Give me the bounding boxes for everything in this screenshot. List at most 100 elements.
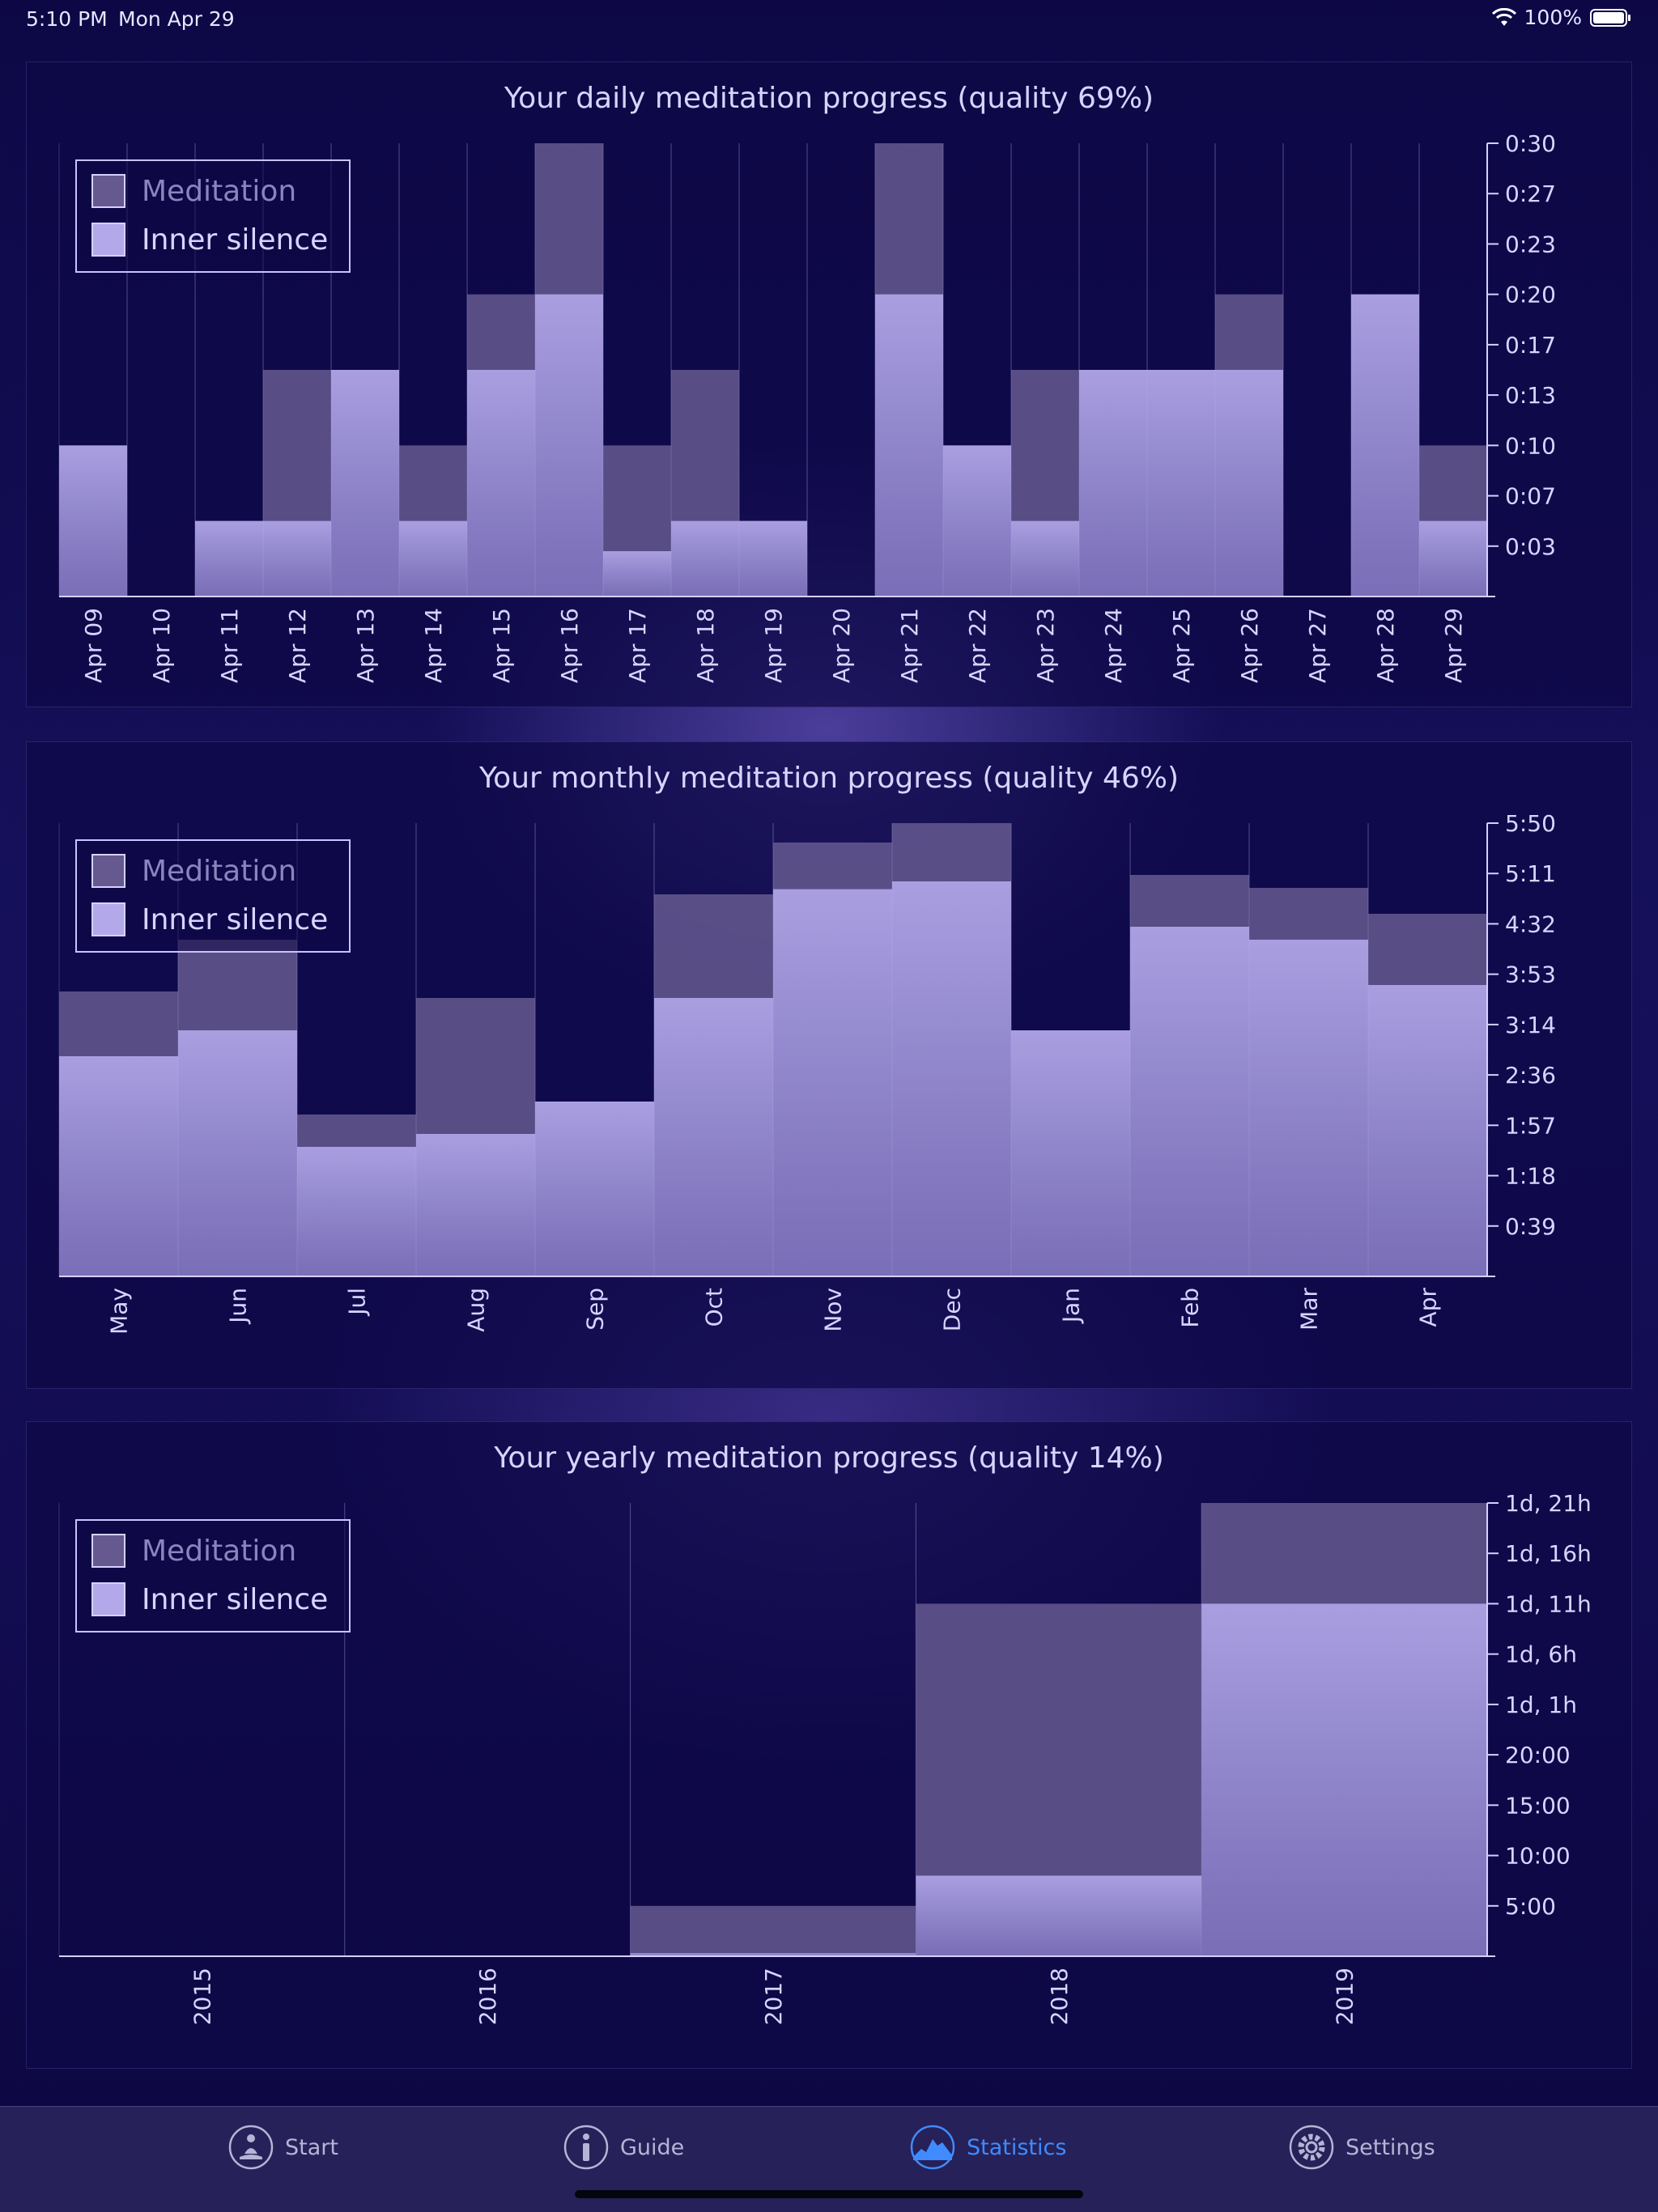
inner-silence-bar bbox=[399, 520, 467, 597]
home-indicator bbox=[575, 2190, 1083, 2198]
battery-percent: 100% bbox=[1524, 6, 1582, 29]
x-tick-label: Apr 10 bbox=[148, 608, 175, 683]
tab-settings[interactable]: Settings bbox=[1289, 2123, 1435, 2172]
meditation-figure-icon bbox=[228, 2125, 274, 2170]
x-tick-label: Apr 29 bbox=[1440, 608, 1467, 683]
x-tick-label: Apr 21 bbox=[896, 608, 923, 683]
tab-statistics[interactable]: Statistics bbox=[910, 2123, 1066, 2172]
status-bar: 5:10 PM Mon Apr 29 100% bbox=[0, 0, 1658, 39]
y-tick-label: 2:36 bbox=[1505, 1062, 1556, 1089]
monthly-chart: 0:39 1:18 1:57 2:36 3:14 3:53 4:32 5:11 5:50 May J… bbox=[58, 810, 1556, 1335]
yearly-chart-legend: Meditation Inner silence bbox=[75, 1519, 351, 1632]
inner-silence-bar bbox=[1011, 520, 1079, 597]
y-tick-label: 0:30 bbox=[1505, 130, 1556, 157]
inner-silence-bar bbox=[195, 520, 263, 597]
yearly-chart: 5:00 10:00 15:00 20:00 1d, 1h 1d, 6h 1d, 11h 1d… bbox=[58, 1490, 1592, 2025]
y-tick-label: 4:32 bbox=[1505, 911, 1556, 937]
y-tick-label: 1d, 6h bbox=[1505, 1641, 1577, 1668]
x-tick-label: Oct bbox=[701, 1288, 728, 1327]
y-tick-label: 5:50 bbox=[1505, 810, 1556, 837]
x-tick-label: Apr 09 bbox=[80, 608, 107, 683]
status-right: 100% bbox=[1491, 6, 1632, 29]
inner-silence-bar bbox=[263, 520, 331, 597]
inner-silence-bar bbox=[603, 551, 671, 597]
legend-meditation-label: Meditation bbox=[142, 174, 297, 208]
y-tick-label: 1:57 bbox=[1505, 1112, 1556, 1139]
x-tick-label: May bbox=[106, 1288, 133, 1335]
tab-start[interactable]: Start bbox=[228, 2123, 338, 2172]
x-tick-label: Feb bbox=[1177, 1288, 1204, 1328]
yearly-chart-panel: Your yearly meditation progress (quality… bbox=[26, 1421, 1632, 2069]
daily-chart-legend: Meditation Inner silence bbox=[75, 159, 351, 273]
y-tick-label: 0:20 bbox=[1505, 282, 1556, 308]
inner-silence-bar bbox=[630, 1953, 916, 1956]
legend-meditation-label: Meditation bbox=[142, 1534, 297, 1568]
x-tick-label: Apr 15 bbox=[488, 608, 515, 683]
inner-silence-bar bbox=[1368, 985, 1487, 1276]
inner-silence-bar bbox=[1130, 927, 1249, 1276]
y-tick-label: 0:10 bbox=[1505, 432, 1556, 459]
inner-silence-bar bbox=[535, 1102, 654, 1276]
legend-meditation: Meditation bbox=[91, 854, 296, 888]
legend-inner-silence-label: Inner silence bbox=[142, 223, 329, 257]
legend-meditation-swatch bbox=[91, 174, 125, 208]
y-tick-label: 0:27 bbox=[1505, 180, 1556, 207]
inner-silence-bar bbox=[59, 1056, 178, 1276]
y-tick-label: 1d, 21h bbox=[1505, 1490, 1592, 1517]
legend-inner-silence: Inner silence bbox=[91, 902, 328, 936]
x-tick-label: Apr 11 bbox=[216, 608, 243, 683]
wifi-icon bbox=[1491, 7, 1516, 26]
tab-settings-label: Settings bbox=[1346, 2134, 1435, 2160]
x-tick-label: Apr 13 bbox=[352, 608, 379, 683]
inner-silence-bar bbox=[1201, 1603, 1487, 1956]
tab-guide[interactable]: Guide bbox=[563, 2123, 684, 2172]
x-tick-label: Apr 12 bbox=[284, 608, 311, 683]
x-tick-label: Mar bbox=[1296, 1288, 1323, 1331]
x-tick-label: 2015 bbox=[189, 1968, 215, 2025]
meditation-bar bbox=[630, 1905, 916, 1956]
x-tick-label: Apr 25 bbox=[1168, 608, 1195, 683]
y-tick-label: 3:14 bbox=[1505, 1012, 1556, 1038]
x-tick-label: Dec bbox=[939, 1288, 966, 1331]
yearly-chart-title: Your yearly meditation progress (quality… bbox=[494, 1441, 1164, 1475]
x-tick-label: Jan bbox=[1058, 1288, 1085, 1324]
x-tick-label: Apr 20 bbox=[828, 608, 855, 683]
y-tick-label: 0:13 bbox=[1505, 382, 1556, 409]
legend-inner-silence-swatch bbox=[91, 1582, 125, 1616]
y-tick-label: 0:23 bbox=[1505, 231, 1556, 257]
x-tick-label: Jul bbox=[344, 1288, 371, 1317]
y-tick-label: 20:00 bbox=[1505, 1742, 1571, 1768]
y-tick-label: 0:17 bbox=[1505, 332, 1556, 359]
y-tick-label: 3:53 bbox=[1505, 962, 1556, 988]
x-tick-label: Nov bbox=[820, 1288, 847, 1332]
inner-silence-bar bbox=[875, 294, 943, 597]
inner-silence-bar bbox=[671, 520, 739, 597]
legend-meditation-swatch bbox=[91, 1534, 125, 1568]
legend-meditation: Meditation bbox=[91, 1534, 296, 1568]
x-tick-label: Aug bbox=[463, 1288, 490, 1332]
legend-inner-silence-label: Inner silence bbox=[142, 902, 329, 936]
inner-silence-bar bbox=[943, 445, 1011, 597]
x-tick-label: Sep bbox=[582, 1288, 609, 1331]
y-tick-label: 5:11 bbox=[1505, 860, 1556, 887]
y-tick-label: 0:39 bbox=[1505, 1213, 1556, 1240]
x-tick-label: Apr 24 bbox=[1100, 608, 1127, 683]
x-tick-label: 2017 bbox=[760, 1968, 787, 2025]
x-tick-label: Apr 27 bbox=[1304, 608, 1331, 683]
monthly-chart-panel: Your monthly meditation progress (qualit… bbox=[26, 741, 1632, 1389]
monthly-chart-legend: Meditation Inner silence bbox=[75, 839, 351, 953]
battery-icon bbox=[1590, 8, 1630, 27]
x-tick-label: Apr 16 bbox=[556, 608, 583, 683]
tab-start-label: Start bbox=[285, 2134, 338, 2160]
status-time: 5:10 PM bbox=[26, 7, 108, 31]
x-tick-label: Apr 19 bbox=[760, 608, 787, 683]
y-tick-label: 1:18 bbox=[1505, 1163, 1556, 1190]
x-tick-label: 2018 bbox=[1046, 1968, 1073, 2025]
legend-inner-silence-label: Inner silence bbox=[142, 1582, 329, 1616]
inner-silence-bar bbox=[1011, 1030, 1130, 1276]
y-tick-label: 0:03 bbox=[1505, 533, 1556, 560]
y-tick-label: 0:07 bbox=[1505, 483, 1556, 510]
inner-silence-bar bbox=[773, 889, 892, 1276]
inner-silence-bar bbox=[1351, 294, 1419, 597]
y-tick-label: 15:00 bbox=[1505, 1792, 1571, 1819]
